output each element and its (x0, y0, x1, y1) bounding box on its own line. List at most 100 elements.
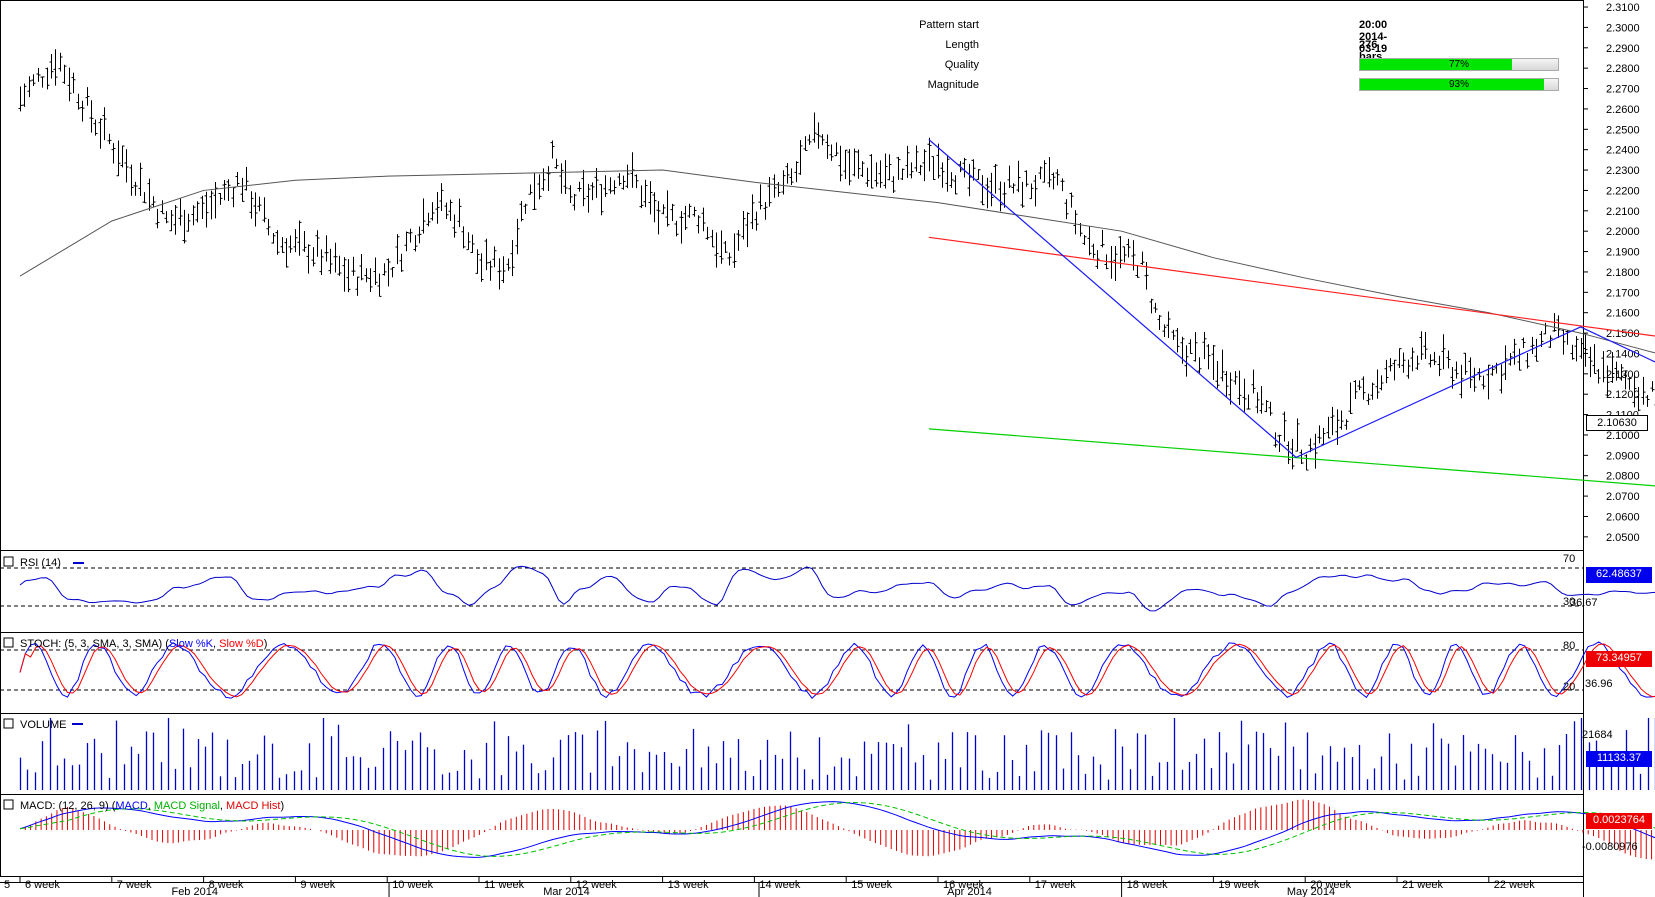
price-bar (470, 234, 475, 253)
price-bar (661, 204, 666, 215)
price-bar (1481, 375, 1486, 390)
price-bar (918, 164, 923, 176)
price-bar (900, 168, 905, 181)
price-bar (869, 154, 874, 189)
price-bar (1313, 433, 1318, 469)
price-bar (1073, 210, 1078, 235)
length-label: Length (945, 39, 979, 51)
svg-text:VOLUME: VOLUME (20, 719, 66, 731)
price-bar (27, 76, 32, 98)
price-bar (1317, 425, 1322, 444)
price-bar (1193, 332, 1198, 362)
price-bar (860, 161, 865, 177)
price-bar (625, 164, 630, 189)
price-bar (980, 175, 985, 206)
price-bar (727, 252, 732, 266)
price-bar (1521, 337, 1526, 349)
price-bar (155, 208, 160, 229)
price-bar (772, 174, 777, 198)
price-bar (413, 235, 418, 252)
price-bar (976, 169, 981, 180)
price-bar (794, 161, 799, 183)
price-bar (1326, 416, 1331, 439)
price-bar (1419, 331, 1424, 360)
price-bar (49, 53, 54, 79)
price-bar (151, 196, 156, 208)
price-bar (683, 205, 688, 231)
price-bar (874, 162, 879, 187)
price-bar (147, 178, 152, 211)
week-label: 10 week (392, 879, 433, 891)
price-bar (1570, 344, 1575, 360)
price-bar (807, 134, 812, 145)
panel-frame (0, 713, 1584, 795)
price-bar (1592, 344, 1597, 374)
price-bar (1463, 352, 1468, 375)
price-bar (825, 134, 830, 159)
macd-current-box: 0.0023764 (1586, 813, 1652, 829)
volume-max: 21684 (1582, 729, 1613, 741)
price-bar (967, 163, 972, 197)
price-bar (971, 159, 976, 181)
price-bar (1388, 358, 1393, 372)
price-bar (430, 202, 435, 221)
price-bar (1255, 392, 1260, 414)
y-tick-label: 2.0500 (1606, 532, 1640, 544)
price-bar (492, 246, 497, 268)
price-bar (1033, 174, 1038, 207)
price-bar (758, 184, 763, 210)
price-bar (22, 83, 27, 107)
price-bar (537, 174, 542, 200)
magnitude-label: Magnitude (927, 79, 979, 91)
price-bar (714, 232, 719, 268)
price-bar (834, 142, 839, 157)
price-bar (798, 140, 803, 175)
price-bar (138, 162, 143, 196)
price-bar (652, 192, 657, 223)
price-bar (767, 176, 772, 207)
price-bar (111, 143, 116, 164)
price-bar (1171, 329, 1176, 341)
price-bar (843, 149, 848, 180)
price-bars (18, 49, 1655, 471)
price-bar (1627, 377, 1632, 390)
price-bar (1512, 338, 1517, 365)
price-bar (328, 248, 333, 274)
price-bar (186, 213, 191, 232)
price-bar (586, 183, 591, 213)
price-bar (204, 191, 209, 228)
price-bar (1605, 365, 1610, 397)
price-bar (1020, 181, 1025, 208)
price-bar (1016, 160, 1021, 193)
price-bar (1162, 324, 1167, 337)
price-bar (1299, 449, 1304, 464)
price-bar (812, 112, 817, 143)
price-bar (195, 201, 200, 223)
price-bar (1295, 418, 1300, 452)
quality-value: 77% (1448, 59, 1469, 70)
week-label: 22 week (1494, 879, 1535, 891)
price-bar (280, 237, 285, 253)
week-label: 17 week (1035, 879, 1076, 891)
y-tick-label: 2.3000 (1606, 22, 1640, 34)
price-bar (953, 175, 958, 195)
price-bar (257, 196, 262, 212)
price-panel: 2.3100 2.3000 2.2900 2.2800 2.2700 2.2600 2.25… (18, 2, 1655, 544)
y-tick-label: 2.1700 (1606, 287, 1640, 299)
price-bar (1095, 250, 1100, 270)
price-bar (364, 268, 369, 283)
price-bar (444, 202, 449, 220)
price-bar (1636, 387, 1641, 412)
quality-bar-fill (1360, 59, 1513, 70)
stoch-level-high: 80 (1563, 640, 1575, 652)
price-bar (922, 149, 927, 182)
price-bar (674, 220, 679, 237)
price-bar (1423, 331, 1428, 360)
price-bar (896, 156, 901, 180)
price-bar (621, 175, 626, 190)
y-tick-label: 2.0800 (1606, 471, 1640, 483)
price-bar (1525, 353, 1530, 369)
price-bar (67, 67, 72, 102)
price-bar (457, 198, 462, 228)
